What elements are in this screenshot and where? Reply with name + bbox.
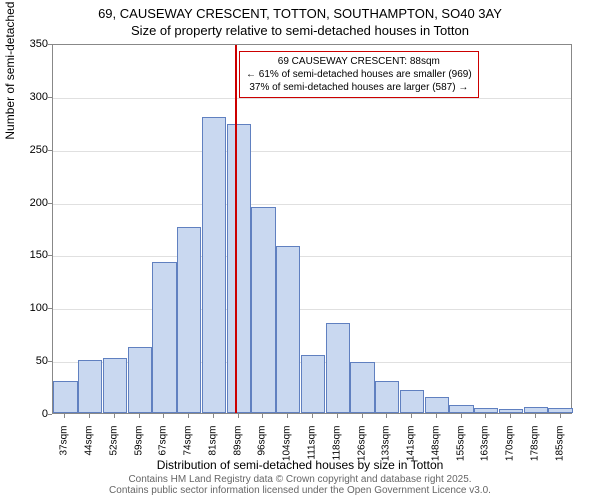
y-tick-label: 50 [18,355,48,367]
y-tick-label: 300 [18,91,48,103]
x-tick-mark [386,414,387,418]
chart-title-line1: 69, CAUSEWAY CRESCENT, TOTTON, SOUTHAMPT… [0,0,600,21]
histogram-bar [227,124,251,413]
x-tick-mark [89,414,90,418]
histogram-bar [53,381,77,413]
y-tick-label: 100 [18,302,48,314]
x-tick-mark [362,414,363,418]
histogram-bar [548,408,572,413]
grid-line [53,309,571,310]
x-tick-label: 96sqm [257,426,268,466]
x-tick-label: 104sqm [282,426,293,466]
y-tick-mark [48,255,52,256]
plot-area: 69 CAUSEWAY CRESCENT: 88sqm ← 61% of sem… [52,44,572,414]
x-tick-mark [64,414,65,418]
grid-line [53,204,571,205]
y-tick-label: 0 [18,408,48,420]
x-tick-mark [535,414,536,418]
histogram-bar [78,360,102,413]
histogram-bar [499,409,523,413]
x-tick-label: 44sqm [84,426,95,466]
y-axis-label: Number of semi-detached properties [3,0,17,140]
y-tick-mark [48,361,52,362]
x-tick-mark [287,414,288,418]
x-tick-label: 185sqm [554,426,565,466]
x-tick-mark [510,414,511,418]
x-tick-mark [436,414,437,418]
callout-line2: ← 61% of semi-detached houses are smalle… [246,68,472,81]
grid-line [53,151,571,152]
x-tick-mark [188,414,189,418]
x-tick-mark [312,414,313,418]
y-tick-mark [48,97,52,98]
histogram-bar [202,117,226,413]
x-tick-label: 81sqm [207,426,218,466]
x-tick-mark [238,414,239,418]
x-tick-label: 67sqm [158,426,169,466]
x-tick-mark [163,414,164,418]
histogram-bar [350,362,374,413]
y-tick-mark [48,150,52,151]
x-tick-label: 163sqm [480,426,491,466]
histogram-bar [326,323,350,413]
histogram-bar [375,381,399,413]
x-tick-label: 59sqm [133,426,144,466]
histogram-bar [400,390,424,413]
y-tick-mark [48,203,52,204]
y-tick-mark [48,308,52,309]
x-tick-label: 52sqm [108,426,119,466]
marker-line [235,45,237,413]
y-tick-label: 200 [18,197,48,209]
x-tick-mark [461,414,462,418]
chart-title-line2: Size of property relative to semi-detach… [0,21,600,38]
x-tick-label: 133sqm [381,426,392,466]
x-tick-mark [139,414,140,418]
x-tick-mark [213,414,214,418]
histogram-bar [524,407,548,413]
x-tick-mark [262,414,263,418]
x-tick-label: 155sqm [455,426,466,466]
x-tick-mark [411,414,412,418]
callout-line3: 37% of semi-detached houses are larger (… [246,81,472,94]
x-tick-label: 37sqm [59,426,70,466]
histogram-bar [276,246,300,413]
y-tick-mark [48,414,52,415]
histogram-bar [152,262,176,413]
x-tick-label: 118sqm [331,426,342,466]
grid-line [53,256,571,257]
x-tick-label: 170sqm [505,426,516,466]
histogram-bar [474,408,498,413]
y-tick-label: 250 [18,144,48,156]
callout-line1: 69 CAUSEWAY CRESCENT: 88sqm [246,55,472,68]
x-tick-label: 89sqm [232,426,243,466]
histogram-bar [449,405,473,413]
x-tick-label: 178sqm [529,426,540,466]
y-tick-label: 350 [18,38,48,50]
x-tick-mark [114,414,115,418]
histogram-bar [251,207,275,413]
x-tick-mark [485,414,486,418]
y-tick-label: 150 [18,249,48,261]
x-tick-mark [560,414,561,418]
histogram-bar [177,227,201,413]
x-tick-mark [337,414,338,418]
histogram-bar [103,358,127,413]
y-tick-mark [48,44,52,45]
histogram-bar [128,347,152,413]
x-tick-label: 148sqm [430,426,441,466]
histogram-bar [425,397,449,413]
histogram-bar [301,355,325,413]
x-tick-label: 126sqm [356,426,367,466]
attribution-text: Contains HM Land Registry data © Crown c… [0,474,600,496]
x-tick-label: 141sqm [406,426,417,466]
x-tick-label: 111sqm [307,426,318,466]
callout-box: 69 CAUSEWAY CRESCENT: 88sqm ← 61% of sem… [239,51,479,98]
x-tick-label: 74sqm [183,426,194,466]
